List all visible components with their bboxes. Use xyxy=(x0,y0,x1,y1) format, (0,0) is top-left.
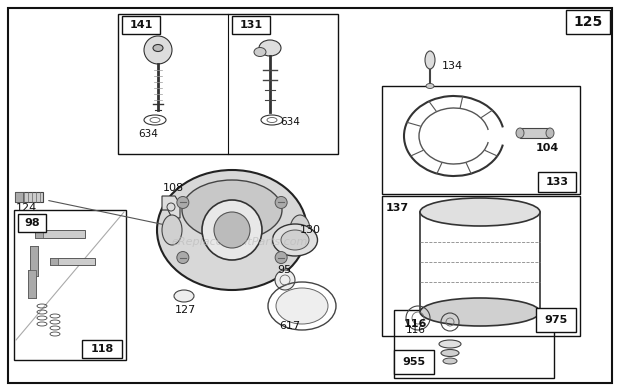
Text: 108: 108 xyxy=(163,183,184,193)
Text: 134: 134 xyxy=(442,61,463,71)
Circle shape xyxy=(202,200,262,260)
Bar xyxy=(232,16,270,34)
Text: 116: 116 xyxy=(404,319,427,329)
Bar xyxy=(18,214,46,232)
Text: 130: 130 xyxy=(300,225,321,235)
Text: 133: 133 xyxy=(546,177,569,187)
Ellipse shape xyxy=(546,128,554,138)
Bar xyxy=(566,10,610,34)
Bar xyxy=(35,230,43,238)
Text: 104: 104 xyxy=(536,143,559,153)
Bar xyxy=(122,16,160,34)
Text: 634: 634 xyxy=(280,117,300,127)
Text: 141: 141 xyxy=(130,20,153,30)
Bar xyxy=(15,192,23,202)
Ellipse shape xyxy=(254,47,266,57)
Bar xyxy=(14,210,126,360)
Circle shape xyxy=(144,36,172,64)
Text: 116: 116 xyxy=(406,325,426,335)
Ellipse shape xyxy=(425,51,435,69)
Ellipse shape xyxy=(182,180,282,240)
Text: eReplacementParts.com: eReplacementParts.com xyxy=(172,237,308,247)
Text: 125: 125 xyxy=(574,15,603,29)
Bar xyxy=(118,14,338,154)
Ellipse shape xyxy=(441,350,459,357)
Ellipse shape xyxy=(426,84,434,88)
Text: 127: 127 xyxy=(175,305,197,315)
Bar xyxy=(30,246,38,276)
Bar xyxy=(28,270,36,298)
Bar xyxy=(50,258,95,265)
Circle shape xyxy=(275,251,287,264)
Text: 98: 98 xyxy=(24,218,40,228)
Ellipse shape xyxy=(443,358,457,364)
Polygon shape xyxy=(162,196,180,218)
Bar xyxy=(35,230,85,238)
Ellipse shape xyxy=(516,128,524,138)
Circle shape xyxy=(275,196,287,208)
Text: 95: 95 xyxy=(277,265,291,275)
Text: 131: 131 xyxy=(239,20,262,30)
Bar xyxy=(82,340,122,358)
Ellipse shape xyxy=(259,40,281,56)
Circle shape xyxy=(214,212,250,248)
Bar xyxy=(30,246,38,276)
Ellipse shape xyxy=(276,288,328,324)
Circle shape xyxy=(177,196,189,208)
Ellipse shape xyxy=(439,340,461,348)
Text: 124: 124 xyxy=(16,203,37,213)
Text: 137: 137 xyxy=(386,203,409,213)
Circle shape xyxy=(177,251,189,264)
Ellipse shape xyxy=(420,198,540,226)
Bar xyxy=(536,308,576,332)
Bar xyxy=(15,192,43,202)
Bar xyxy=(50,258,58,265)
Text: 118: 118 xyxy=(91,344,113,354)
Bar xyxy=(382,86,580,194)
Ellipse shape xyxy=(174,290,194,302)
Bar xyxy=(394,350,434,374)
Ellipse shape xyxy=(162,215,182,245)
Text: 975: 975 xyxy=(544,315,568,325)
Ellipse shape xyxy=(153,45,163,52)
Text: 617: 617 xyxy=(280,321,301,331)
Bar xyxy=(520,128,550,138)
Ellipse shape xyxy=(273,224,317,256)
Ellipse shape xyxy=(420,298,540,326)
Bar xyxy=(538,172,576,192)
Ellipse shape xyxy=(290,215,310,245)
Ellipse shape xyxy=(157,170,307,290)
Bar xyxy=(28,270,36,298)
Bar xyxy=(394,310,554,378)
Circle shape xyxy=(275,270,295,290)
Bar xyxy=(382,196,580,336)
Ellipse shape xyxy=(281,230,309,250)
Text: 634: 634 xyxy=(138,129,158,139)
Text: 955: 955 xyxy=(402,357,425,367)
